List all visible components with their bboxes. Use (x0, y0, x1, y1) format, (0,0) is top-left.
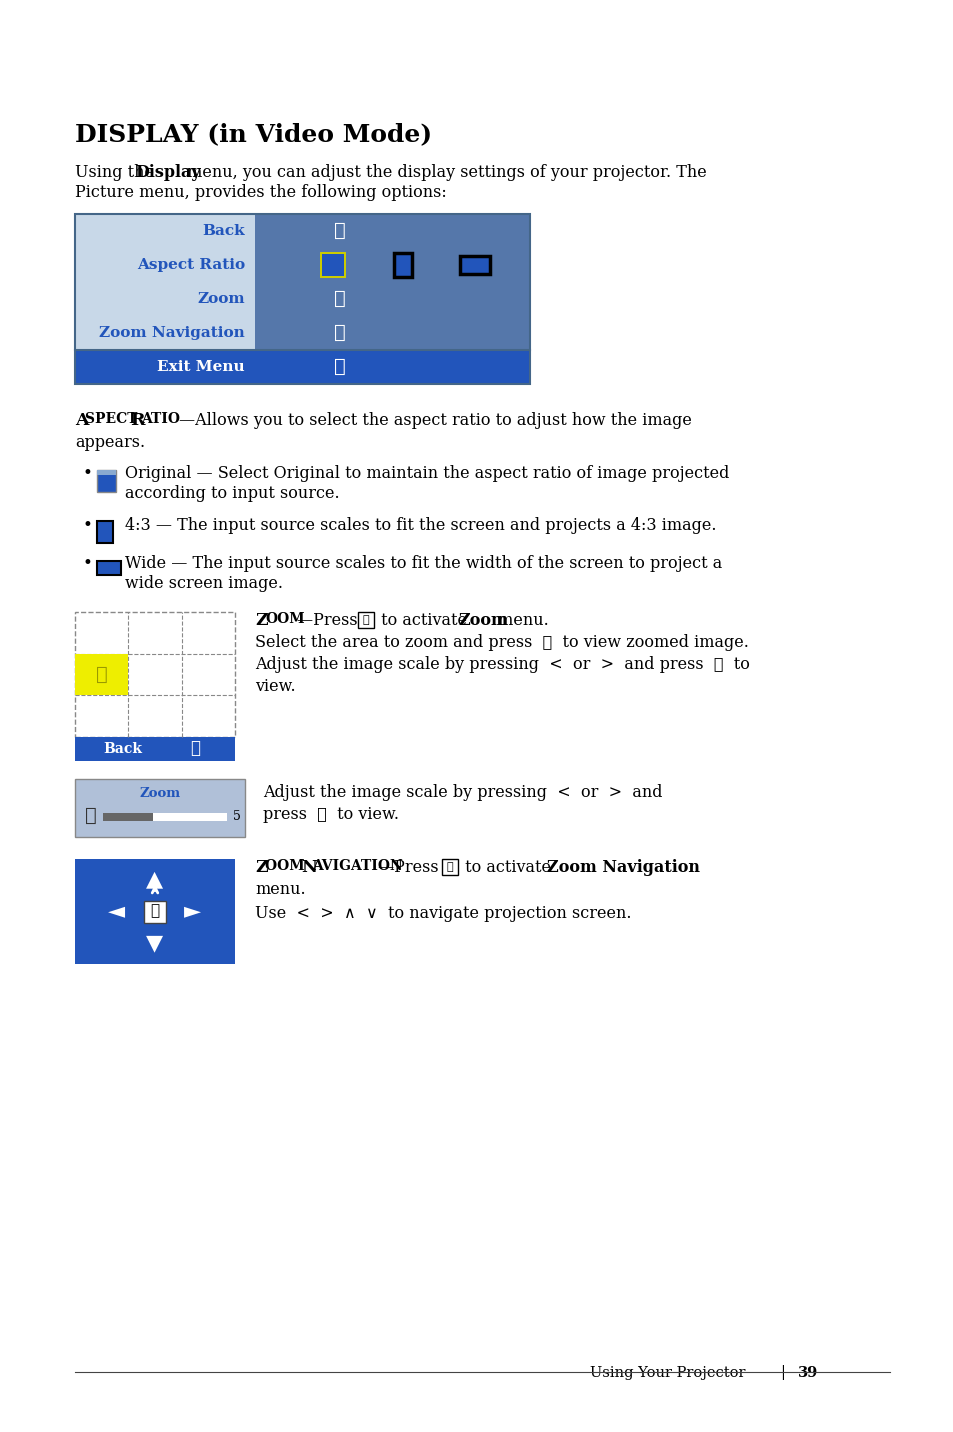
Text: —Press: —Press (296, 611, 362, 629)
Text: wide screen image.: wide screen image. (125, 576, 283, 591)
Text: Z: Z (254, 611, 268, 629)
Text: AVIGATION: AVIGATION (312, 859, 402, 874)
Bar (254, 248, 530, 282)
Bar (459, 256, 490, 274)
Text: Select the area to zoom and press  ✓  to view zoomed image.: Select the area to zoom and press ✓ to v… (254, 634, 748, 652)
Text: according to input source.: according to input source. (125, 485, 339, 503)
Bar (97, 470, 116, 493)
Text: Back: Back (103, 742, 142, 756)
Text: 5: 5 (233, 811, 240, 823)
Bar (357, 611, 374, 629)
Bar (75, 349, 254, 384)
Text: press  ✓  to view.: press ✓ to view. (263, 806, 398, 823)
Text: Aspect Ratio: Aspect Ratio (136, 258, 245, 272)
Text: ATIO: ATIO (141, 412, 180, 425)
Bar (75, 737, 234, 760)
Text: Zoom Navigation: Zoom Navigation (546, 859, 700, 876)
Text: N: N (301, 859, 316, 876)
Text: ✓: ✓ (95, 666, 108, 683)
Bar (97, 521, 112, 543)
Text: SPECT: SPECT (85, 412, 142, 425)
Bar (441, 859, 457, 875)
Bar (103, 813, 152, 821)
Bar (322, 253, 344, 276)
Text: Zoom Navigation: Zoom Navigation (99, 326, 245, 339)
Text: R: R (130, 412, 144, 430)
Text: 4:3 — The input source scales to fit the screen and projects a 4:3 image.: 4:3 — The input source scales to fit the… (125, 517, 716, 534)
Text: ✓: ✓ (151, 905, 159, 918)
Text: —Allows you to select the aspect ratio to adjust how the image: —Allows you to select the aspect ratio t… (179, 412, 691, 430)
Text: •: • (83, 517, 92, 534)
Text: view.: view. (254, 677, 295, 695)
Text: OOM: OOM (265, 859, 309, 874)
Bar (152, 813, 227, 821)
Text: menu.: menu. (254, 881, 305, 898)
Text: appears.: appears. (75, 434, 145, 451)
Text: Picture menu, provides the following options:: Picture menu, provides the following opt… (75, 183, 446, 200)
Text: ▲: ▲ (146, 869, 163, 889)
Text: Exit Menu: Exit Menu (157, 359, 245, 374)
Text: Original — Select Original to maintain the aspect ratio of image projected: Original — Select Original to maintain t… (125, 465, 729, 483)
Bar (75, 316, 254, 349)
Text: |: | (780, 1365, 784, 1380)
Text: Zoom: Zoom (139, 788, 180, 800)
Bar (75, 213, 530, 384)
Text: ✓: ✓ (334, 222, 346, 241)
Text: ▼: ▼ (146, 934, 163, 954)
Bar (319, 252, 346, 278)
Text: ✓: ✓ (334, 358, 346, 377)
Bar (75, 779, 245, 836)
Bar (254, 349, 530, 384)
Text: ✓: ✓ (190, 740, 200, 758)
Text: Use  <  >  ∧  ∨  to navigate projection screen.: Use < > ∧ ∨ to navigate projection scree… (254, 905, 631, 922)
Text: Adjust the image scale by pressing  <  or  >  and press  ✓  to: Adjust the image scale by pressing < or … (254, 656, 749, 673)
Text: •: • (83, 465, 92, 483)
Text: Adjust the image scale by pressing  <  or  >  and: Adjust the image scale by pressing < or … (263, 783, 661, 800)
Bar (75, 213, 254, 248)
Bar (394, 253, 412, 276)
Bar (254, 282, 530, 316)
Bar (144, 901, 166, 922)
Text: Using Your Projector: Using Your Projector (589, 1366, 744, 1380)
Text: ⌕: ⌕ (85, 805, 97, 825)
Text: •: • (83, 556, 92, 571)
Bar (75, 248, 254, 282)
Text: ◄: ◄ (109, 902, 126, 922)
Text: menu, you can adjust the display settings of your projector. The: menu, you can adjust the display setting… (182, 165, 706, 180)
Bar (97, 470, 116, 475)
Bar (75, 282, 254, 316)
Bar (254, 316, 530, 349)
Text: 39: 39 (797, 1366, 818, 1380)
Text: OOM: OOM (265, 611, 304, 626)
Bar (254, 213, 530, 248)
Text: ✓: ✓ (334, 324, 346, 342)
Text: ►: ► (184, 902, 201, 922)
Text: menu.: menu. (493, 611, 548, 629)
Text: Wide — The input source scales to fit the width of the screen to project a: Wide — The input source scales to fit th… (125, 556, 721, 571)
Text: ✓: ✓ (362, 614, 369, 624)
Bar (97, 561, 121, 576)
Text: ✓: ✓ (446, 862, 453, 872)
Text: ✓: ✓ (334, 291, 346, 308)
Text: A: A (75, 412, 89, 430)
Bar (75, 653, 129, 696)
Bar (75, 611, 234, 737)
Text: to activate: to activate (375, 611, 472, 629)
Text: Display: Display (135, 165, 200, 180)
Text: DISPLAY (in Video Mode): DISPLAY (in Video Mode) (75, 122, 432, 146)
Text: Back: Back (202, 223, 245, 238)
Bar (75, 859, 234, 964)
Text: Zoom: Zoom (457, 611, 507, 629)
Text: Z: Z (254, 859, 268, 876)
Text: Zoom: Zoom (197, 292, 245, 306)
Text: Using the: Using the (75, 165, 159, 180)
Text: to activate: to activate (459, 859, 556, 876)
Text: —Press: —Press (377, 859, 443, 876)
